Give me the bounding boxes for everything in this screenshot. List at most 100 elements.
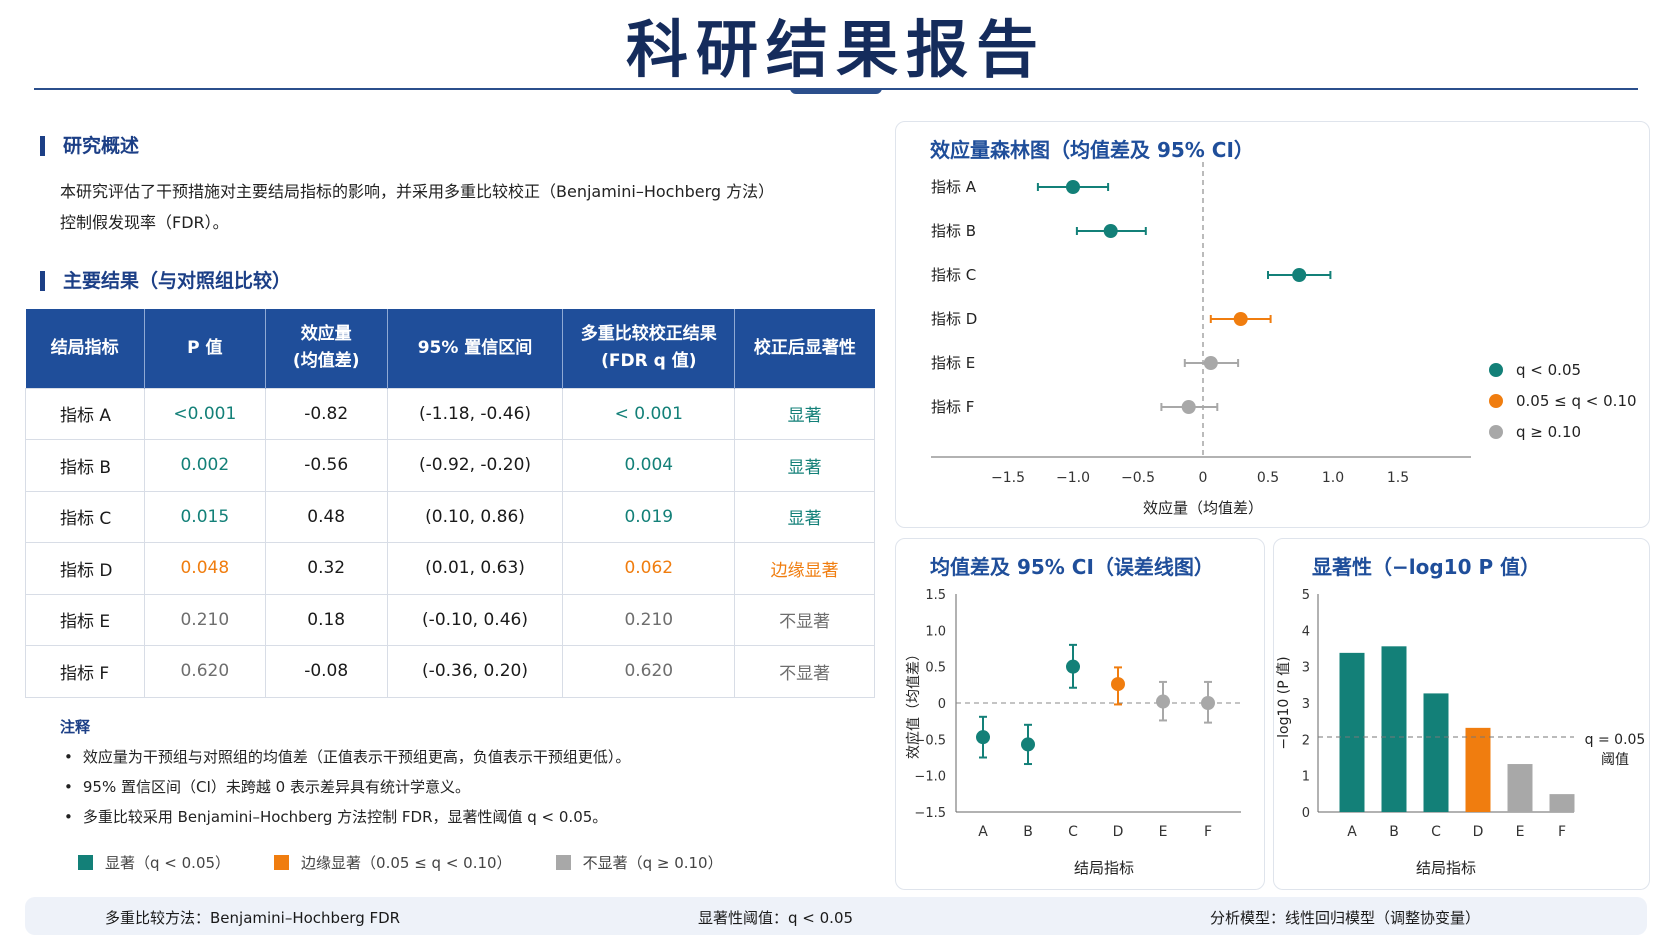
- point-estimate: [1066, 659, 1080, 674]
- y-tick-label: −1.5: [914, 806, 946, 821]
- point-estimate: [1201, 696, 1215, 710]
- point-estimate: [1233, 312, 1248, 326]
- y-tick-label: 1.5: [925, 588, 946, 603]
- bar: [1549, 794, 1575, 812]
- cell-q-value: < 0.001: [562, 387, 736, 440]
- forest-plot: −1.5 −1.0 −0.5 0 0.5 1.0 1.5 效应量（均值差） 指标 A 指标 B 指标…: [931, 162, 1637, 517]
- y-tick-label: 1.0: [925, 624, 946, 639]
- cell-significance: 显著: [734, 439, 875, 492]
- page-title: 科研结果报告: [625, 13, 1046, 86]
- results-table: 结局指标 P 值 效应量 (均值差) 95% 置信区间 多重比较校正结果 (FDR …: [25, 309, 875, 698]
- overview-line-2: 控制假发现率（FDR）。: [60, 213, 229, 232]
- y-tick-label: −1.0: [914, 770, 946, 785]
- point-estimate: [1021, 737, 1035, 752]
- x-axis-label: 结局指标: [1074, 859, 1134, 877]
- y-axis-label: 效应值（均值差）: [905, 647, 922, 759]
- legend-marker: [1489, 394, 1503, 408]
- bar: [1423, 693, 1449, 812]
- table-row: 指标 D 0.048 0.32 (0.01, 0.63) 0.062 边缘显著: [25, 542, 875, 595]
- y-tick-label: 0: [1302, 806, 1310, 821]
- x-tick-label: E: [1516, 824, 1525, 840]
- bar: [1465, 727, 1491, 812]
- x-tick-label: 1.5: [1387, 470, 1409, 486]
- cell-effect: 0.18: [264, 593, 388, 646]
- y-tick-label: 3: [1302, 661, 1310, 676]
- legend-item-marginal: 边缘显著（0.05 ≤ q < 0.10）: [274, 852, 512, 873]
- errorbar-title: 均值差及 95% CI（误差线图）: [930, 555, 1214, 579]
- point-estimate: [1156, 694, 1170, 709]
- cell-p-value: <0.001: [143, 387, 266, 440]
- cell-p-value: 0.002: [143, 439, 266, 492]
- note-item: 多重比较采用 Benjamini–Hochberg 方法控制 FDR，显著性阈值…: [64, 802, 630, 832]
- bar: [1339, 652, 1365, 812]
- y-tick-label: 2: [1302, 733, 1310, 748]
- y-category-label: 指标 E: [931, 354, 975, 372]
- legend-marker: [1489, 363, 1503, 377]
- cell-p-value: 0.015: [143, 490, 266, 543]
- x-tick-label: 0.5: [1257, 470, 1279, 486]
- point-estimate: [1103, 224, 1118, 238]
- cell-significance: 不显著: [734, 593, 875, 646]
- legend-label: 显著（q < 0.05）: [105, 854, 231, 872]
- x-tick-label: C: [1068, 824, 1078, 840]
- bar: [1507, 764, 1533, 812]
- overview-heading: 研究概述: [40, 136, 139, 156]
- legend-label: 0.05 ≤ q < 0.10: [1516, 392, 1637, 410]
- point-estimate: [1292, 268, 1307, 282]
- y-tick-label: 5: [1302, 588, 1310, 603]
- notes-title: 注释: [60, 718, 91, 736]
- cell-p-value: 0.620: [143, 645, 266, 698]
- y-tick-label: 0.5: [925, 661, 946, 676]
- legend-item-not-significant: 不显著（q ≥ 0.10）: [555, 852, 723, 873]
- note-item: 效应量为干预组与对照组的均值差（正值表示干预组更高，负值表示干预组更低）。: [64, 742, 631, 772]
- cell-ci: (0.10, 0.86): [386, 490, 564, 543]
- cell-significance: 显著: [734, 387, 875, 440]
- x-tick-label: −0.5: [1121, 470, 1155, 486]
- significance-legend: 显著（q < 0.05） 边缘显著（0.05 ≤ q < 0.10） 不显著（q…: [78, 852, 767, 873]
- y-tick-label: 1: [1302, 770, 1310, 785]
- overview-line-1: 本研究评估了干预措施对主要结局指标的影响，并采用多重比较校正（Benjamini…: [60, 182, 775, 201]
- cell-effect: -0.82: [264, 387, 388, 440]
- y-tick-label: 3: [1302, 697, 1310, 712]
- x-tick-label: D: [1473, 824, 1484, 840]
- legend-label: q < 0.05: [1516, 361, 1581, 379]
- point-estimate: [1066, 180, 1080, 194]
- y-category-label: 指标 F: [931, 398, 974, 416]
- x-tick-label: E: [1159, 824, 1168, 840]
- x-tick-label: −1.5: [991, 470, 1025, 486]
- y-tick-label: −0.5: [914, 733, 946, 748]
- y-tick-label: 4: [1302, 624, 1310, 639]
- x-tick-label: 1.0: [1322, 470, 1344, 486]
- cell-ci: (-0.92, -0.20): [386, 439, 564, 492]
- cell-ci: (-0.10, 0.46): [386, 593, 564, 646]
- cell-outcome: 指标 D: [25, 542, 145, 595]
- table-row: 指标 A <0.001 -0.82 (-1.18, -0.46) < 0.001…: [25, 387, 875, 440]
- legend-swatch-gray: [555, 855, 571, 870]
- table-row: 指标 F 0.620 -0.08 (-0.36, 0.20) 0.620 不显著: [25, 645, 875, 698]
- y-category-label: 指标 C: [931, 266, 976, 284]
- legend-item-significant: 显著（q < 0.05）: [78, 852, 230, 873]
- legend-swatch-teal: [78, 855, 93, 870]
- cell-ci: (-1.18, -0.46): [386, 387, 564, 440]
- cell-outcome: 指标 A: [25, 387, 145, 440]
- forest-plot-title: 效应量森林图（均值差及 95% CI）: [930, 138, 1254, 162]
- threshold-label: 阈值: [1601, 752, 1629, 768]
- x-tick-label: B: [1023, 824, 1033, 840]
- cell-outcome: 指标 B: [25, 439, 145, 492]
- results-header-row: 结局指标 P 值 效应量 (均值差) 95% 置信区间 多重比较校正结果 (FDR …: [25, 309, 875, 388]
- footer-method: 多重比较方法：Benjamini–Hochberg FDR: [105, 909, 401, 927]
- legend-marker: [1489, 425, 1503, 439]
- table-row: 指标 C 0.015 0.48 (0.10, 0.86) 0.019 显著: [25, 490, 875, 543]
- cell-outcome: 指标 E: [25, 593, 145, 646]
- point-estimate: [1111, 677, 1125, 692]
- cell-significance: 不显著: [734, 645, 875, 698]
- header-significance: 校正后显著性: [734, 309, 875, 388]
- title-divider-notch: [790, 88, 882, 94]
- x-tick-label: D: [1113, 824, 1124, 840]
- overview-text: 本研究评估了干预措施对主要结局指标的影响，并采用多重比较校正（Benjamini…: [60, 176, 850, 238]
- y-category-label: 指标 A: [931, 178, 977, 196]
- x-tick-label: A: [1347, 824, 1357, 840]
- cell-q-value: 0.019: [562, 490, 736, 543]
- y-category-label: 指标 B: [931, 222, 976, 240]
